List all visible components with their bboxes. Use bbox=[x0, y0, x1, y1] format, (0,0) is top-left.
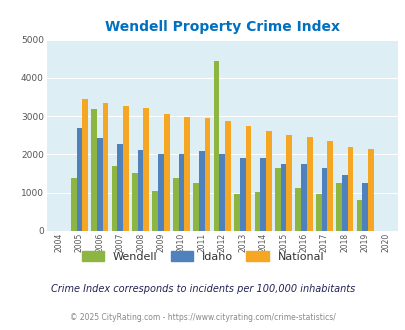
Bar bbox=[184, 117, 190, 231]
Text: © 2025 CityRating.com - https://www.cityrating.com/crime-statistics/: © 2025 CityRating.com - https://www.city… bbox=[70, 313, 335, 322]
Bar bbox=[301, 164, 306, 231]
Bar bbox=[347, 147, 352, 231]
Bar bbox=[158, 154, 164, 231]
Bar bbox=[173, 178, 178, 231]
Bar bbox=[335, 183, 341, 231]
Bar bbox=[102, 103, 108, 231]
Bar bbox=[70, 178, 76, 231]
Bar bbox=[137, 150, 143, 231]
Bar bbox=[234, 194, 239, 231]
Bar bbox=[91, 109, 97, 231]
Title: Wendell Property Crime Index: Wendell Property Crime Index bbox=[104, 20, 339, 34]
Bar bbox=[265, 131, 271, 231]
Bar bbox=[225, 121, 230, 231]
Bar bbox=[193, 183, 198, 231]
Bar bbox=[245, 126, 251, 231]
Bar bbox=[254, 192, 260, 231]
Bar bbox=[82, 99, 88, 231]
Bar bbox=[198, 151, 204, 231]
Bar bbox=[213, 61, 219, 231]
Bar bbox=[315, 194, 321, 231]
Bar bbox=[178, 154, 184, 231]
Bar bbox=[97, 138, 102, 231]
Bar bbox=[341, 175, 347, 231]
Bar bbox=[239, 158, 245, 231]
Bar bbox=[152, 191, 158, 231]
Bar bbox=[274, 168, 280, 231]
Bar bbox=[286, 135, 291, 231]
Bar bbox=[326, 141, 332, 231]
Legend: Wendell, Idaho, National: Wendell, Idaho, National bbox=[82, 251, 323, 262]
Bar bbox=[280, 164, 286, 231]
Bar bbox=[164, 114, 169, 231]
Bar bbox=[132, 173, 137, 231]
Bar bbox=[321, 168, 326, 231]
Text: Crime Index corresponds to incidents per 100,000 inhabitants: Crime Index corresponds to incidents per… bbox=[51, 284, 354, 294]
Bar bbox=[204, 118, 210, 231]
Bar bbox=[117, 144, 123, 231]
Bar bbox=[143, 108, 149, 231]
Bar bbox=[111, 166, 117, 231]
Bar bbox=[356, 200, 361, 231]
Bar bbox=[76, 128, 82, 231]
Bar bbox=[219, 154, 225, 231]
Bar bbox=[361, 183, 367, 231]
Bar bbox=[367, 149, 373, 231]
Bar bbox=[295, 188, 301, 231]
Bar bbox=[306, 137, 312, 231]
Bar bbox=[123, 106, 128, 231]
Bar bbox=[260, 158, 265, 231]
